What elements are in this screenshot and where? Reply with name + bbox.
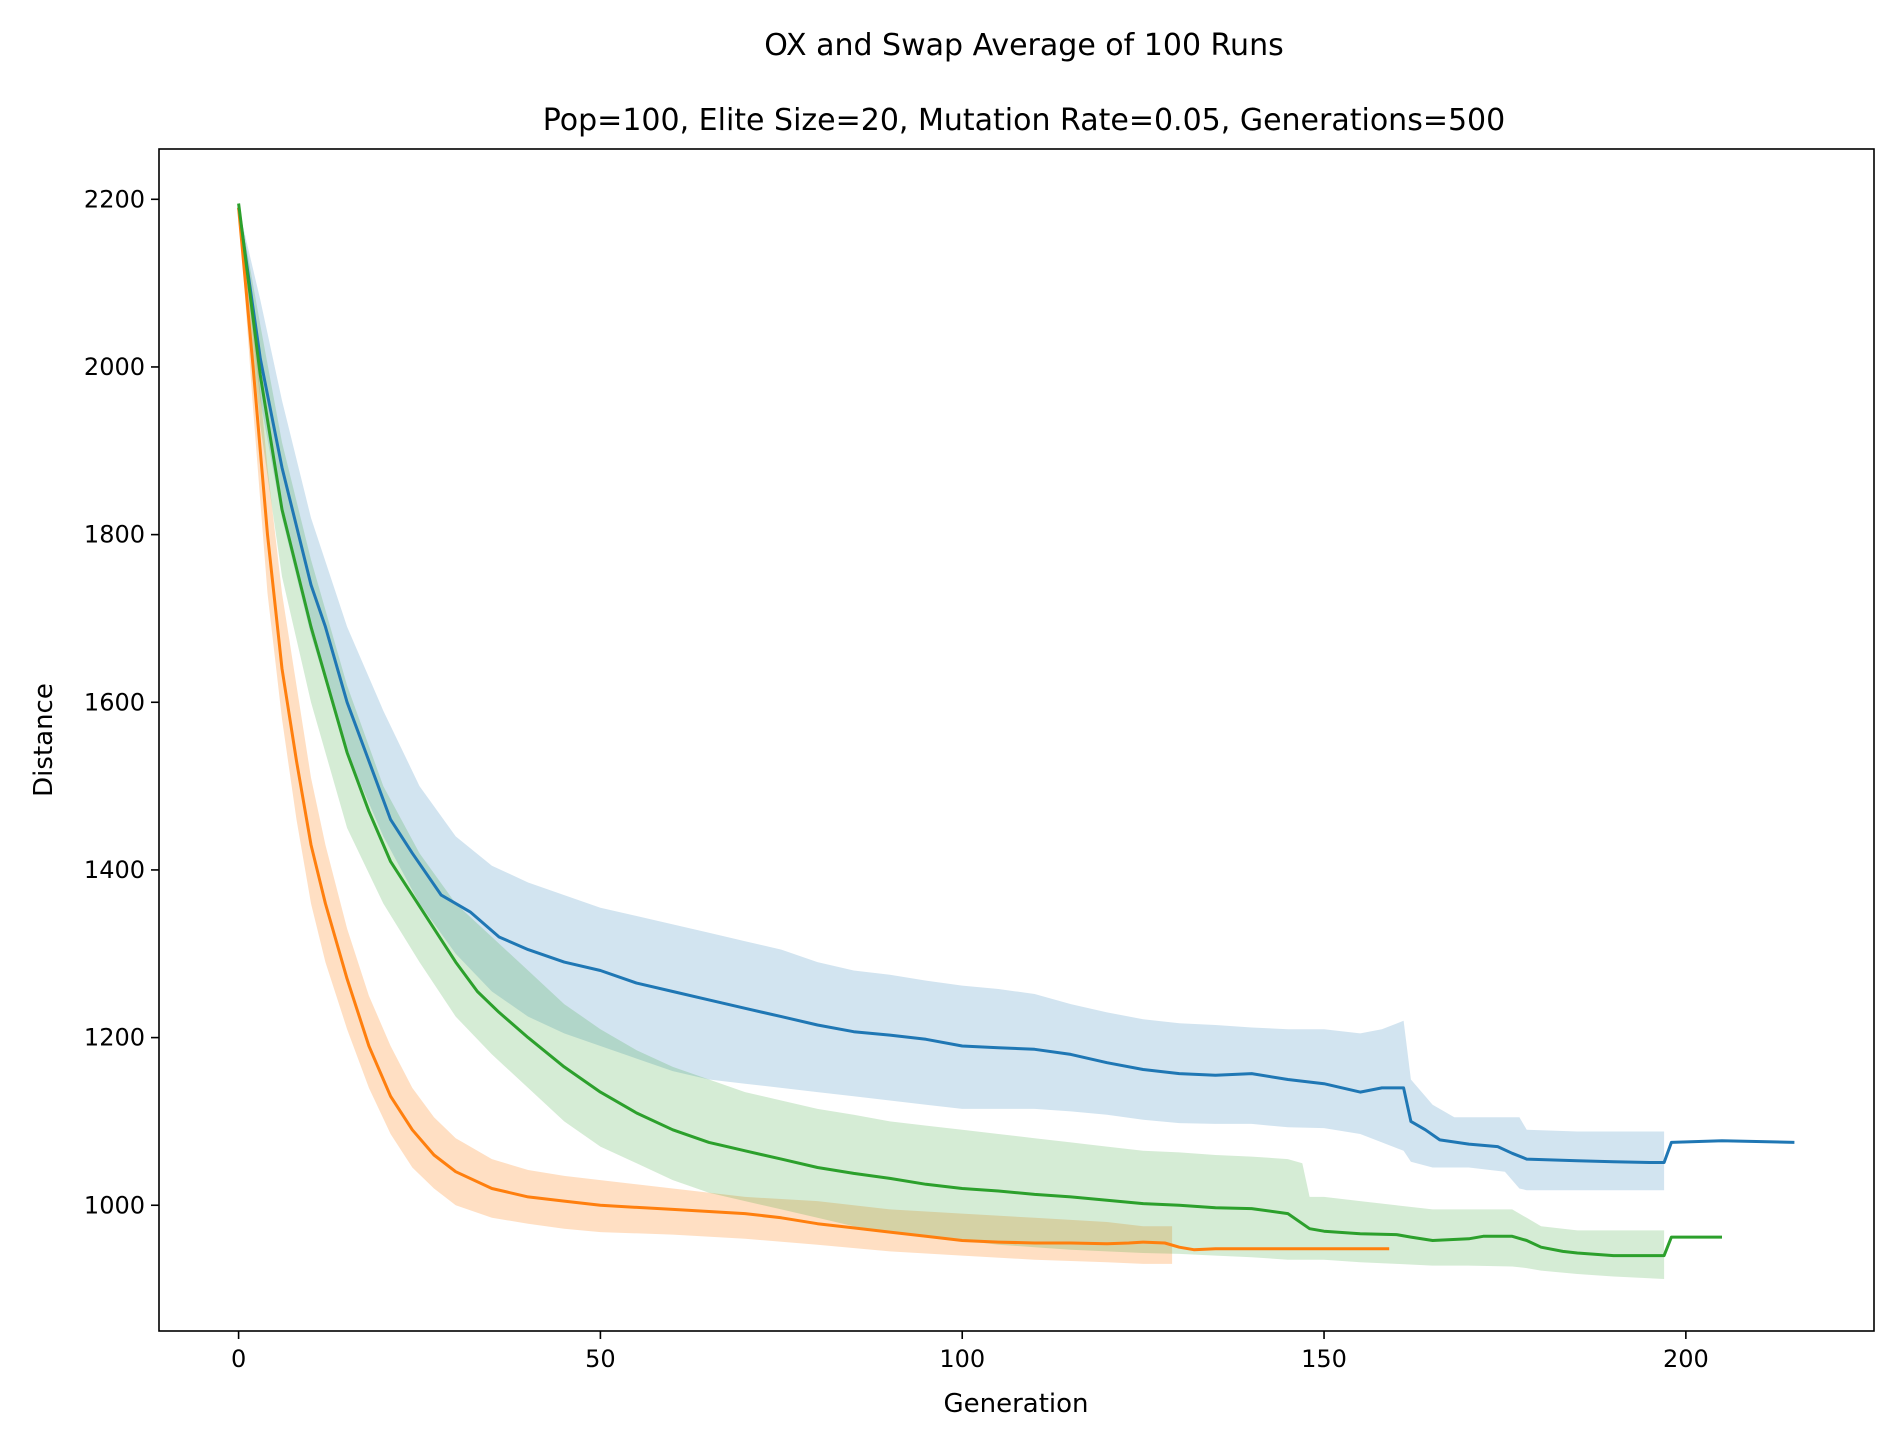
chart-subtitle: Pop=100, Elite Size=20, Mutation Rate=0.…	[543, 103, 1505, 138]
x-tick-label: 150	[1301, 1345, 1347, 1373]
series-3-line	[237, 203, 1722, 1258]
y-axis-ticks: 1000 1200 1400 1600 1800 2000 2200	[84, 185, 159, 1219]
x-tick-label: 0	[231, 1345, 246, 1373]
y-tick-label: 1600	[84, 688, 145, 716]
y-axis-label: Distance	[29, 683, 59, 797]
series-1-band	[238, 207, 1665, 1191]
y-tick-label: 1000	[84, 1191, 145, 1219]
y-tick-label: 1800	[84, 521, 145, 549]
series-1-line	[237, 207, 1795, 1164]
y-tick-label: 2200	[84, 185, 145, 213]
confidence-bands	[238, 203, 1665, 1279]
x-axis-ticks: 0 50 100 150 200	[231, 1331, 1709, 1373]
x-axis-label: Generation	[943, 1389, 1088, 1419]
y-tick-label: 2000	[84, 353, 145, 381]
plot-area	[237, 203, 1795, 1279]
x-tick-label: 100	[939, 1345, 985, 1373]
x-tick-label: 50	[585, 1345, 616, 1373]
y-tick-label: 1400	[84, 856, 145, 884]
series-2-line	[237, 207, 1390, 1252]
y-tick-label: 1200	[84, 1024, 145, 1052]
axes-frame	[158, 148, 1875, 1332]
chart-title: OX and Swap Average of 100 Runs	[764, 28, 1283, 63]
x-tick-label: 200	[1663, 1345, 1709, 1373]
series-lines	[237, 203, 1795, 1258]
